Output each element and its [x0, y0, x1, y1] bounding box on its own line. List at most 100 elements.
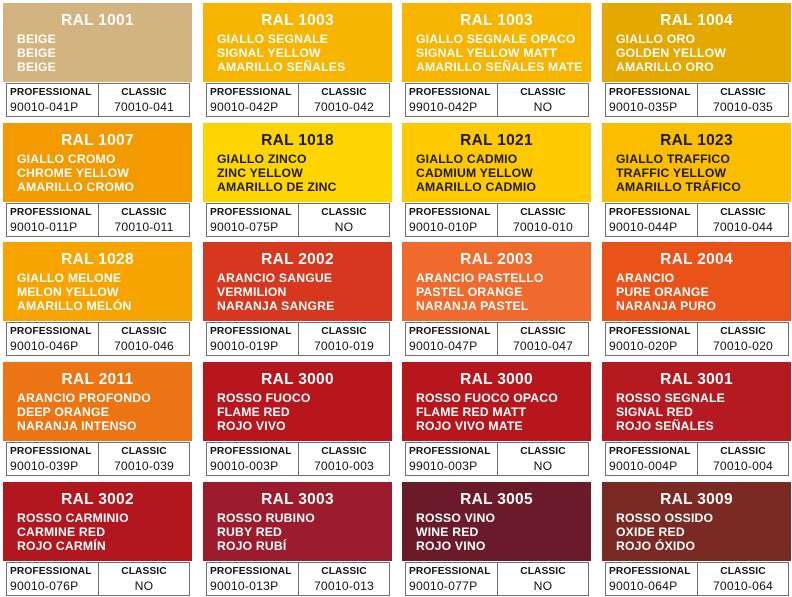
- classic-header: CLASSIC: [520, 566, 566, 577]
- product-code-table: PROFESSIONAL 99010-042P CLASSIC NO: [405, 83, 589, 117]
- professional-code: 90010-013P: [210, 579, 279, 593]
- color-names: ROSSO OSSIDO OXIDE RED ROJO ÓXIDO: [616, 511, 713, 554]
- color-name-line: WINE RED: [416, 525, 479, 540]
- color-name-line: GIALLO ZINCO: [217, 152, 307, 166]
- professional-cell: PROFESSIONAL 90010-076P: [7, 563, 99, 595]
- product-code-table: PROFESSIONAL 90010-064P CLASSIC 70010-064: [605, 562, 789, 596]
- color-names: GIALLO ORO GOLDEN YELLOW AMARILLO ORO: [616, 32, 726, 75]
- classic-code: NO: [533, 579, 553, 593]
- color-names: GIALLO CADMIO CADMIUM YELLOW AMARILLO CADM…: [416, 152, 536, 195]
- ral-code: RAL 1028: [61, 251, 134, 268]
- ral-code: RAL 3000: [460, 371, 533, 388]
- professional-header: PROFESSIONAL: [409, 566, 491, 577]
- professional-header: PROFESSIONAL: [10, 446, 92, 457]
- color-card: RAL 1003 GIALLO SEGNALE SIGNAL YELLOW AMARI…: [203, 3, 392, 118]
- classic-code: 70010-004: [712, 459, 774, 473]
- professional-code: 90010-064P: [609, 579, 678, 593]
- classic-cell: CLASSIC 70010-019: [299, 323, 389, 355]
- professional-code: 90010-075P: [210, 220, 279, 234]
- color-swatch: RAL 1023 GIALLO TRAFFICO TRAFFIC YELLOW AMA…: [602, 123, 791, 202]
- classic-code: 70010-013: [313, 579, 375, 593]
- classic-cell: CLASSIC NO: [498, 443, 588, 475]
- classic-code: NO: [533, 100, 553, 114]
- professional-cell: PROFESSIONAL 90010-011P: [7, 204, 99, 236]
- color-name-line: AMARILLO MELÓN: [17, 299, 132, 314]
- professional-cell: PROFESSIONAL 90010-046P: [7, 323, 99, 355]
- color-name-line: NARANJA PASTEL: [416, 299, 529, 314]
- color-name-line: ARANCIO: [616, 271, 675, 285]
- color-name-line: ROJO VIVO: [217, 419, 286, 434]
- classic-code: 70010-019: [313, 339, 375, 353]
- color-name-line: MELON YELLOW: [17, 285, 119, 300]
- professional-code: 90010-019P: [210, 339, 279, 353]
- color-swatch: RAL 1003 GIALLO SEGNALE OPACO SIGNAL YELLO…: [402, 3, 591, 82]
- classic-code: 70010-047: [512, 339, 574, 353]
- classic-header: CLASSIC: [321, 207, 367, 218]
- color-swatch: RAL 3000 ROSSO FUOCO OPACO FLAME RED MATT R…: [402, 362, 591, 441]
- color-card: RAL 1028 GIALLO MELONE MELON YELLOW AMARILL…: [3, 242, 192, 357]
- color-name-line: RUBY RED: [217, 525, 283, 540]
- color-name-line: GIALLO MELONE: [17, 271, 122, 285]
- product-code-table: PROFESSIONAL 90010-020P CLASSIC 70010-020: [605, 322, 789, 356]
- classic-code: NO: [334, 220, 354, 234]
- professional-header: PROFESSIONAL: [609, 87, 691, 98]
- color-names: ROSSO FUOCO FLAME RED ROJO VIVO: [217, 391, 311, 434]
- ral-code: RAL 3000: [261, 371, 334, 388]
- color-name-line: AMARILLO CROMO: [17, 180, 135, 195]
- color-name-line: ROSSO CARMINIO: [17, 511, 129, 525]
- color-name-line: ZINC YELLOW: [217, 166, 303, 181]
- color-names: ROSSO VINO WINE RED ROJO VINO: [416, 511, 495, 554]
- color-swatch: RAL 1003 GIALLO SEGNALE SIGNAL YELLOW AMARI…: [203, 3, 392, 82]
- color-names: GIALLO MELONE MELON YELLOW AMARILLO MELÓN: [17, 271, 132, 314]
- color-swatch: RAL 3001 ROSSO SEGNALE SIGNAL RED ROJO SEÑA…: [602, 362, 791, 441]
- color-name-line: AMARILLO TRÁFICO: [616, 180, 742, 195]
- professional-code: 90010-041P: [10, 100, 79, 114]
- classic-header: CLASSIC: [121, 566, 167, 577]
- color-card: RAL 3001 ROSSO SEGNALE SIGNAL RED ROJO SEÑA…: [602, 362, 791, 477]
- ral-code: RAL 1003: [460, 12, 533, 29]
- professional-code: 90010-003P: [210, 459, 279, 473]
- classic-cell: CLASSIC NO: [99, 563, 189, 595]
- product-code-table: PROFESSIONAL 90010-011P CLASSIC 70010-011: [6, 203, 190, 237]
- classic-code: 70010-003: [313, 459, 375, 473]
- professional-header: PROFESSIONAL: [210, 87, 292, 98]
- classic-header: CLASSIC: [121, 326, 167, 337]
- color-card: RAL 1007 GIALLO CROMO CHROME YELLOW AMARILL…: [3, 123, 192, 238]
- professional-code: 90010-046P: [10, 339, 79, 353]
- color-card: RAL 1023 GIALLO TRAFFICO TRAFFIC YELLOW AMA…: [602, 123, 791, 238]
- color-name-line: BEIGE: [17, 60, 56, 75]
- classic-cell: CLASSIC NO: [498, 84, 588, 116]
- color-name-line: ROSSO FUOCO OPACO: [416, 391, 558, 405]
- color-name-line: DEEP ORANGE: [17, 405, 110, 420]
- color-name-line: BEIGE: [17, 46, 56, 61]
- color-name-line: ROJO VINO: [416, 539, 486, 554]
- classic-cell: CLASSIC 70010-035: [698, 84, 788, 116]
- professional-header: PROFESSIONAL: [210, 326, 292, 337]
- color-swatch: RAL 2004 ARANCIO PURE ORANGE NARANJA PURO: [602, 242, 791, 321]
- ral-code: RAL 2003: [460, 251, 533, 268]
- professional-cell: PROFESSIONAL 90010-019P: [207, 323, 299, 355]
- color-name-line: SIGNAL RED: [616, 405, 693, 420]
- classic-header: CLASSIC: [520, 326, 566, 337]
- color-names: GIALLO ZINCO ZINC YELLOW AMARILLO DE ZINC: [217, 152, 337, 195]
- professional-header: PROFESSIONAL: [210, 207, 292, 218]
- color-name-line: GIALLO SEGNALE: [217, 32, 329, 46]
- color-card: RAL 3002 ROSSO CARMINIO CARMINE RED ROJO CA…: [3, 482, 192, 597]
- color-name-line: GIALLO ORO: [616, 32, 696, 46]
- professional-header: PROFESSIONAL: [609, 207, 691, 218]
- professional-header: PROFESSIONAL: [210, 446, 292, 457]
- product-code-table: PROFESSIONAL 90010-076P CLASSIC NO: [6, 562, 190, 596]
- color-card: RAL 3000 ROSSO FUOCO FLAME RED ROJO VIVO PRO…: [203, 362, 392, 477]
- classic-header: CLASSIC: [720, 446, 766, 457]
- product-code-table: PROFESSIONAL 90010-075P CLASSIC NO: [206, 203, 390, 237]
- classic-header: CLASSIC: [720, 566, 766, 577]
- color-swatch: RAL 1001 BEIGE BEIGE BEIGE: [3, 3, 192, 82]
- classic-code: NO: [134, 579, 154, 593]
- professional-cell: PROFESSIONAL 90010-003P: [207, 443, 299, 475]
- professional-code: 90010-047P: [409, 339, 478, 353]
- color-name-line: NARANJA INTENSO: [17, 419, 137, 434]
- color-swatch: RAL 2002 ARANCIO SANGUE VERMILION NARANJA S…: [203, 242, 392, 321]
- color-card: RAL 1001 BEIGE BEIGE BEIGE PROFESSIONAL 90010…: [3, 3, 192, 118]
- classic-code: 70010-042: [313, 100, 375, 114]
- color-names: ROSSO SEGNALE SIGNAL RED ROJO SEÑALES: [616, 391, 725, 434]
